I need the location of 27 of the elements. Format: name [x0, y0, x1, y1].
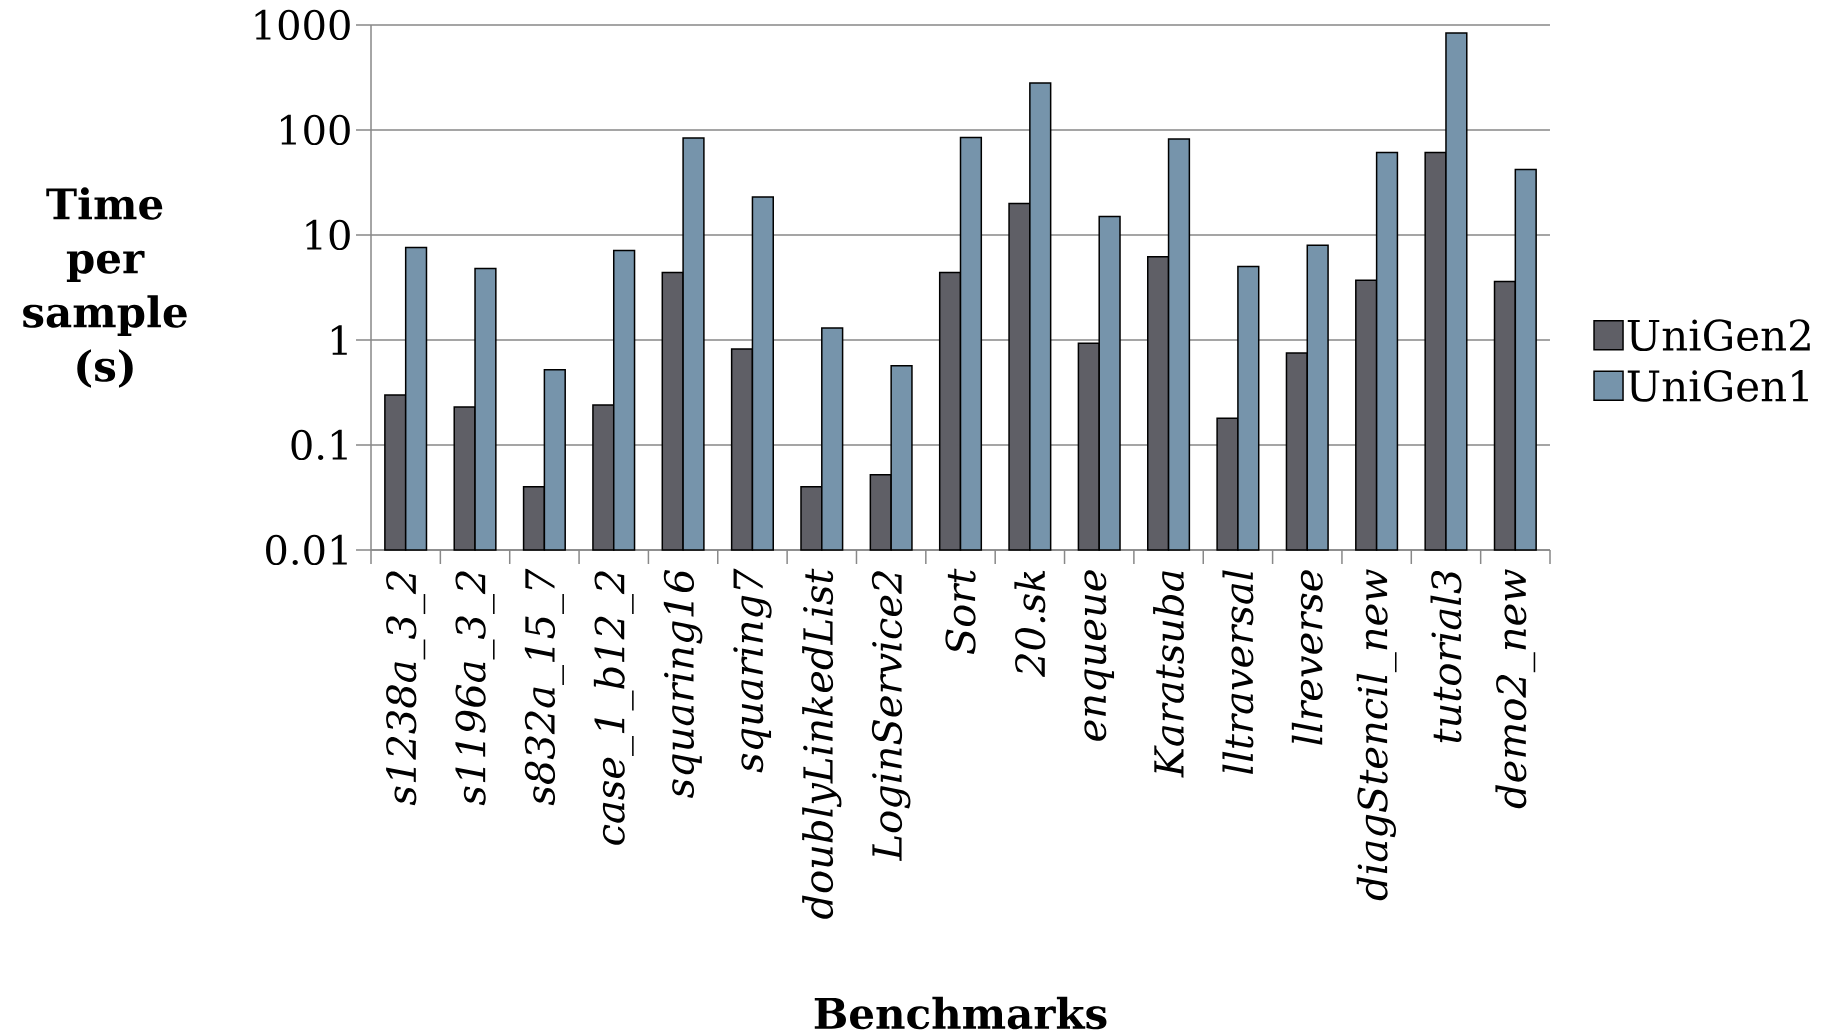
x-tick-label: Karatsuba: [1153, 571, 1185, 778]
y-tick-label: 1000: [255, 9, 350, 41]
y-tick-label: 10: [306, 219, 350, 251]
y-tick-label: 0.1: [291, 429, 347, 461]
x-tick-label: case_1_b12_2: [593, 571, 634, 845]
x-tick-label: llreverse: [1291, 570, 1323, 745]
x-tick-label: lltraversal: [1222, 570, 1254, 775]
legend-label: UniGen1: [1627, 369, 1808, 402]
x-tick-label: doublyLinkedList: [802, 568, 842, 919]
x-tick-label: s1196a_3_2: [455, 571, 495, 806]
x-tick-label: s1238a_3_2: [386, 571, 426, 806]
y-axis-title: Time per sample (s): [23, 187, 187, 388]
x-axis-title: Benchmarks: [814, 996, 1107, 1030]
y-tick-label: 0.01: [266, 534, 347, 566]
x-tick-label: s832a_15_7: [524, 568, 564, 806]
x-tick-label: tutorial3: [1430, 570, 1462, 743]
x-tick-label: 20.sk: [1014, 570, 1046, 678]
x-tick-label: squaring16: [663, 569, 703, 798]
y-tick-label: 1: [331, 325, 347, 355]
legend-label: UniGen2: [1627, 319, 1810, 352]
y-tick-label: 100: [281, 114, 350, 146]
x-tick-label: diagStencil_new: [1356, 569, 1397, 901]
x-tick-label: demo2_new: [1495, 569, 1536, 809]
x-tick-label: LoginService2: [871, 571, 911, 862]
x-tick-label: enqueue: [1084, 570, 1115, 741]
x-tick-label: squaring7: [733, 568, 772, 773]
x-tick-label: Sort: [945, 568, 976, 655]
